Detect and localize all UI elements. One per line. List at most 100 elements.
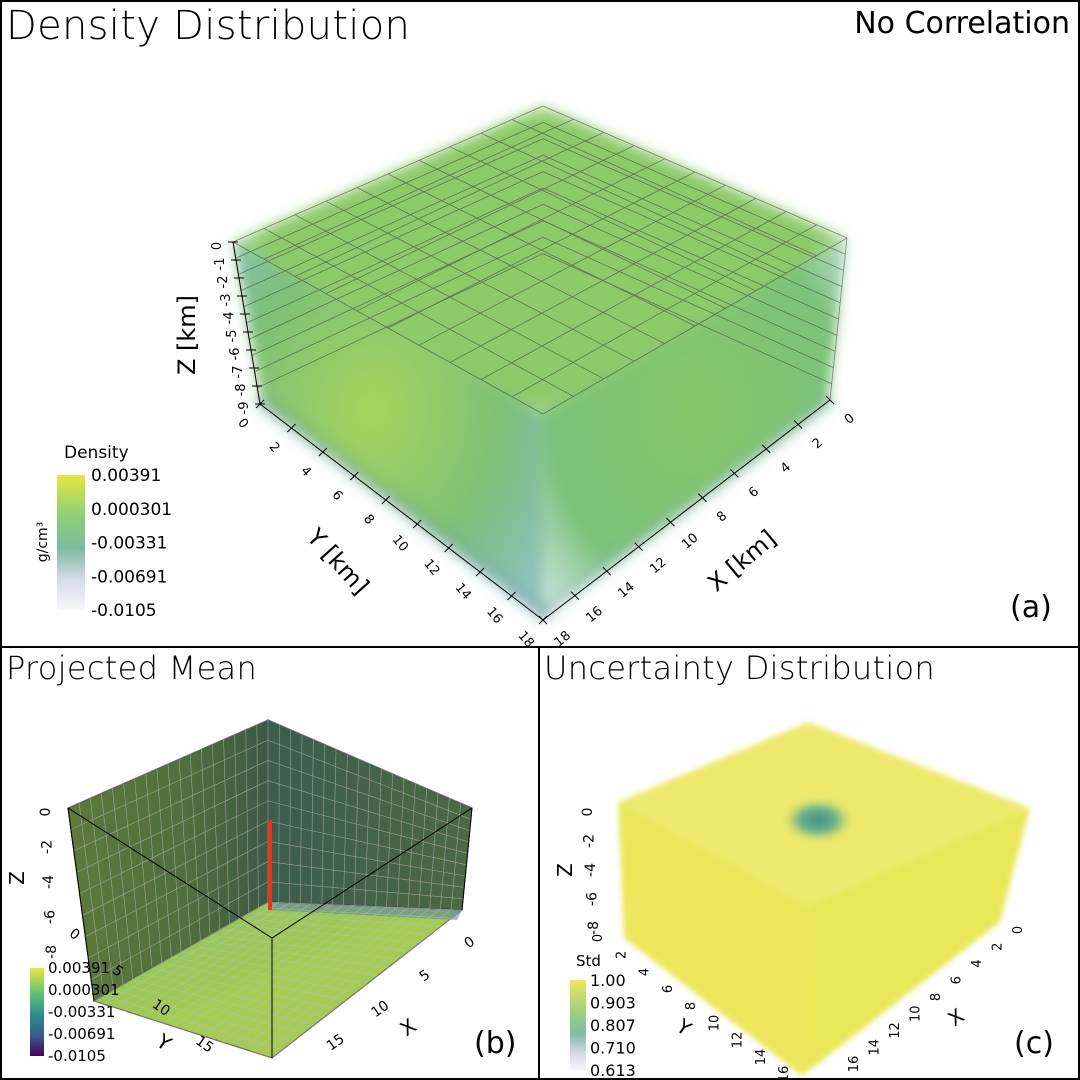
panel-density-distribution: -9 -8 -7 -6 -5 -4 -3 -2 -1 0 0 2 4 6 8 10 12 14 16 18 0 2 4 6 8 1… [0, 0, 1080, 648]
z-axis-label: Z [km] [173, 295, 201, 375]
colorbar-gradient [57, 475, 85, 610]
grid-line [245, 729, 249, 914]
x-tick [538, 615, 548, 625]
z-tick-label: -2 [216, 276, 231, 289]
x-tick-label: 6 [950, 976, 965, 984]
grid-line [542, 122, 846, 255]
x-tick-label: 0 [461, 934, 477, 952]
grid-line [386, 773, 393, 907]
volume-grid [232, 105, 848, 415]
grid-line [256, 724, 259, 908]
grid-line [449, 146, 756, 292]
x-tick-label: 12 [647, 555, 669, 577]
x-tick-label: 14 [615, 579, 637, 601]
y-tick [507, 591, 516, 601]
grid-line [267, 841, 466, 877]
y-tick [444, 543, 454, 553]
z-tick-label: 0 [580, 808, 596, 817]
grid-line [223, 739, 230, 925]
x-tick-label: 16 [847, 1056, 862, 1073]
y-tick-label: 6 [661, 985, 676, 993]
low-uncertainty-anomaly [780, 796, 856, 844]
grid-line [267, 861, 465, 888]
grid-line [542, 237, 848, 415]
grid-line [167, 763, 182, 952]
colorbar-unit: g/cm³ [35, 522, 51, 563]
x-tick-label: 10 [679, 530, 701, 552]
y-tick-label: 2 [266, 440, 283, 456]
x-tick [666, 517, 675, 527]
x-tick-label: 8 [714, 509, 730, 526]
x-tick-label: 8 [929, 993, 944, 1001]
colorbar-tick-label: -0.00331 [91, 534, 167, 554]
y-axis-label: Y [km] [301, 522, 375, 600]
colorbar-density: Density g/cm³ 0.00391 0.000301 -0.00331 -0.… [35, 443, 172, 621]
z-tick-label: -6 [228, 348, 243, 361]
y-tick-label: 12 [731, 1032, 746, 1049]
grid-line [418, 788, 427, 909]
z-tick-label: -3 [219, 294, 234, 307]
grid-line [321, 744, 325, 905]
grid-line [67, 719, 269, 809]
x-tick-label: 16 [583, 604, 605, 626]
z-tick-label: -6 [43, 910, 59, 924]
y-axis-label: Y [671, 1013, 696, 1041]
colorbar-tick-label: 0.807 [590, 1016, 636, 1035]
z-tick-label: -8 [44, 945, 60, 959]
x-tick-label: 0 [842, 411, 858, 428]
grid-line [407, 783, 416, 908]
panel-tag-a: (a) [1010, 590, 1052, 625]
grid-line [88, 861, 269, 959]
grid-line [261, 909, 452, 1056]
grid-line [542, 204, 837, 336]
projection-walls [67, 719, 473, 1059]
grid-line [201, 749, 211, 936]
grid-line [267, 760, 470, 831]
x-tick [602, 566, 612, 576]
grid-line [251, 220, 544, 356]
grid-line [267, 881, 464, 899]
grid-line [271, 909, 463, 1059]
y-tick [287, 423, 296, 433]
x-axis-label: X [km] [702, 524, 781, 597]
x-tick-label: 15 [324, 1031, 348, 1054]
panel-projected-mean: -8 -6 -4 -2 0 0 5 10 15 0 5 10 15 Z Y X 0.00391 0.000… [0, 646, 542, 1080]
grid-line [246, 187, 544, 324]
z-tick-label: -4 [41, 875, 57, 889]
volume-right-face [543, 238, 847, 614]
grid-line [332, 749, 337, 905]
x-tick [825, 395, 835, 405]
grid-line [397, 778, 405, 908]
bounding-box [67, 807, 473, 1058]
y-tick-label: 14 [754, 1049, 769, 1066]
x-tick-label: 14 [868, 1039, 883, 1056]
x-tick-label: 6 [746, 484, 762, 501]
grid-line [85, 841, 269, 937]
y-tick-label: 4 [638, 968, 653, 976]
projection-grid [67, 719, 473, 1059]
grid-line [248, 912, 441, 927]
z-tick-label: -2 [40, 840, 56, 854]
grid-line [134, 778, 153, 969]
grid-line [240, 154, 544, 291]
colorbar-tick-label: -0.00331 [48, 1003, 115, 1021]
y-tick-label: 14 [452, 581, 474, 603]
grid-line [212, 744, 220, 930]
x-tick [729, 468, 739, 478]
grid-line [542, 236, 834, 368]
y-tick [255, 399, 265, 409]
colorbar-tick-label: -0.00691 [91, 567, 167, 587]
grid-line [79, 800, 269, 895]
z-axis-label: Z [5, 871, 29, 885]
y-tick-label: 0 [66, 926, 82, 944]
page-title: Density Distribution [6, 3, 411, 49]
y-tick-label: 16 [483, 605, 505, 627]
colorbar-gradient [570, 980, 586, 1070]
axes [232, 241, 831, 621]
z-tick-label: -2 [582, 834, 598, 848]
y-axis-label: Y [151, 1028, 176, 1056]
colorbar-tick-label: 0.000301 [91, 500, 172, 520]
colorbar-tick-label: -0.0105 [48, 1047, 106, 1065]
grid-line [542, 154, 843, 287]
